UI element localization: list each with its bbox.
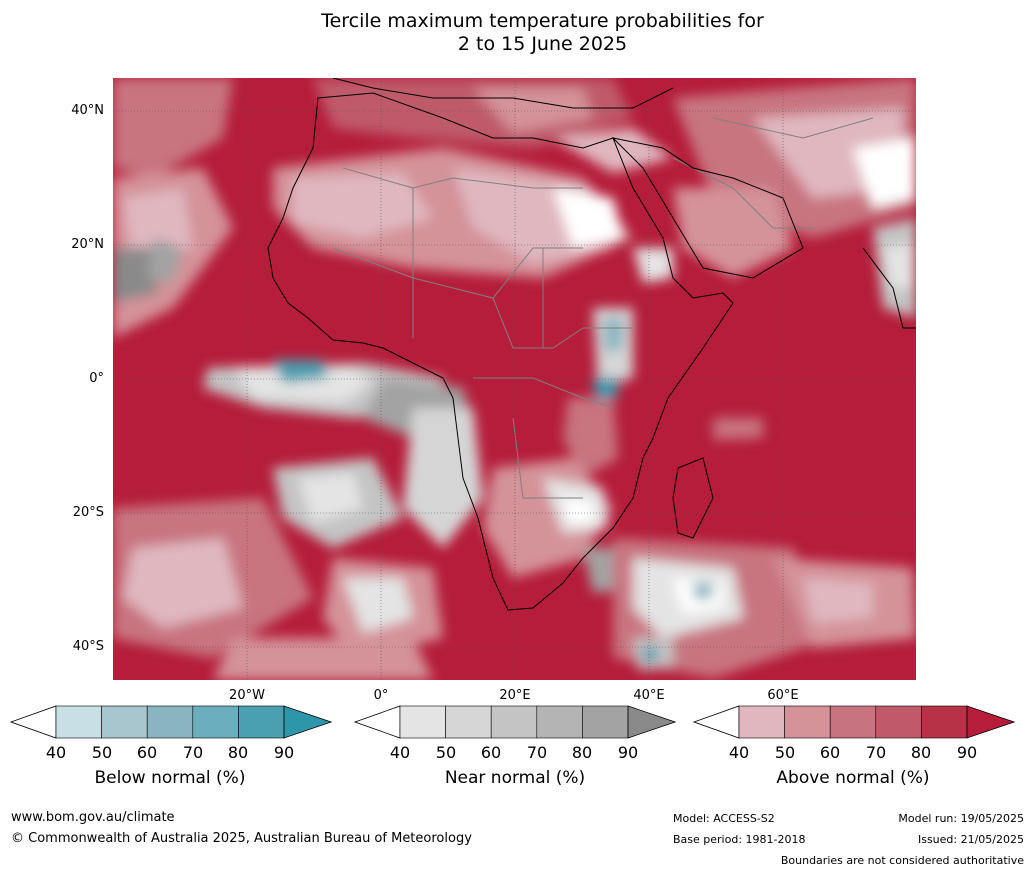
- colorbar-segment: [445, 705, 492, 739]
- above-tick-70: 70: [865, 743, 887, 762]
- legend-title-above: Above normal (%): [776, 768, 930, 788]
- legend-below-normal: [10, 704, 332, 740]
- below-tick-80: 80: [227, 743, 249, 762]
- model-run-date: Model run: 19/05/2025: [898, 812, 1024, 825]
- colorbar-above-normal: [693, 705, 1015, 739]
- lat-label-40s: 40°S: [72, 639, 104, 654]
- below-tick-60: 60: [136, 743, 158, 762]
- above-tick-40: 40: [728, 743, 750, 762]
- legend-above-normal: [693, 704, 1015, 740]
- colorbar-segment: [784, 705, 831, 739]
- above-tick-60: 60: [819, 743, 841, 762]
- probability-map: [113, 78, 916, 680]
- near-tick-70: 70: [526, 743, 548, 762]
- colorbar-segment: [146, 705, 194, 739]
- map-title: Tercile maximum temperature probabilitie…: [0, 10, 1035, 56]
- near-tick-90: 90: [617, 743, 639, 762]
- lon-label-40e: 40°E: [633, 688, 665, 703]
- legend-near-normal: [354, 704, 676, 740]
- colorbar-segment: [55, 705, 102, 739]
- lon-label-0: 0°: [373, 688, 389, 703]
- colorbar-segment: [192, 705, 239, 739]
- map-canvas: [113, 78, 916, 680]
- colorbar-extend-high: [966, 705, 1015, 739]
- colorbar-segment: [238, 705, 285, 739]
- below-tick-70: 70: [182, 743, 204, 762]
- lon-label-60e: 60°E: [767, 688, 799, 703]
- below-tick-90: 90: [273, 743, 295, 762]
- issued-date: Issued: 21/05/2025: [917, 833, 1024, 846]
- lat-label-20n: 20°N: [71, 237, 104, 252]
- colorbar-extend-low: [10, 705, 57, 739]
- lat-label-20s: 20°S: [72, 505, 104, 520]
- disclaimer: Boundaries are not considered authoritat…: [780, 854, 1024, 867]
- colorbar-near-normal: [354, 705, 676, 739]
- below-tick-40: 40: [45, 743, 67, 762]
- colorbar-segment: [875, 705, 922, 739]
- colorbar-extend-low: [354, 705, 401, 739]
- legend-title-near: Near normal (%): [444, 768, 586, 788]
- lat-label-40n: 40°N: [71, 103, 104, 118]
- legend-title-below: Below normal (%): [94, 768, 246, 788]
- probability-fields: [113, 78, 916, 680]
- graticule: [113, 78, 916, 680]
- base-period: Base period: 1981-2018: [673, 833, 806, 846]
- colorbar-segment: [490, 705, 538, 739]
- colorbar-segment: [399, 705, 446, 739]
- colorbar-extend-low: [693, 705, 740, 739]
- near-tick-50: 50: [435, 743, 457, 762]
- near-tick-60: 60: [480, 743, 502, 762]
- map-title-line2: 2 to 15 June 2025: [457, 33, 628, 55]
- colorbar-extend-high: [283, 705, 332, 739]
- website-link[interactable]: www.bom.gov.au/climate: [11, 810, 175, 825]
- above-tick-80: 80: [910, 743, 932, 762]
- above-tick-50: 50: [774, 743, 796, 762]
- near-tick-80: 80: [571, 743, 593, 762]
- below-tick-50: 50: [91, 743, 113, 762]
- colorbar-segment: [582, 705, 629, 739]
- colorbar-segment: [738, 705, 785, 739]
- colorbar-segment: [101, 705, 148, 739]
- colorbar-below-normal: [10, 705, 332, 739]
- coastlines: [267, 78, 916, 611]
- country-borders: [332, 117, 874, 499]
- colorbar-segment: [829, 705, 877, 739]
- model-name: Model: ACCESS-S2: [673, 812, 775, 825]
- lon-label-20e: 20°E: [499, 688, 531, 703]
- above-tick-90: 90: [956, 743, 978, 762]
- colorbar-extend-high: [627, 705, 676, 739]
- map-title-line1: Tercile maximum temperature probabilitie…: [321, 10, 764, 32]
- lat-label-0: 0°: [89, 371, 104, 386]
- lon-label-20w: 20°W: [229, 688, 265, 703]
- colorbar-segment: [921, 705, 968, 739]
- near-tick-40: 40: [389, 743, 411, 762]
- copyright-text: © Commonwealth of Australia 2025, Austra…: [11, 831, 472, 846]
- colorbar-segment: [536, 705, 583, 739]
